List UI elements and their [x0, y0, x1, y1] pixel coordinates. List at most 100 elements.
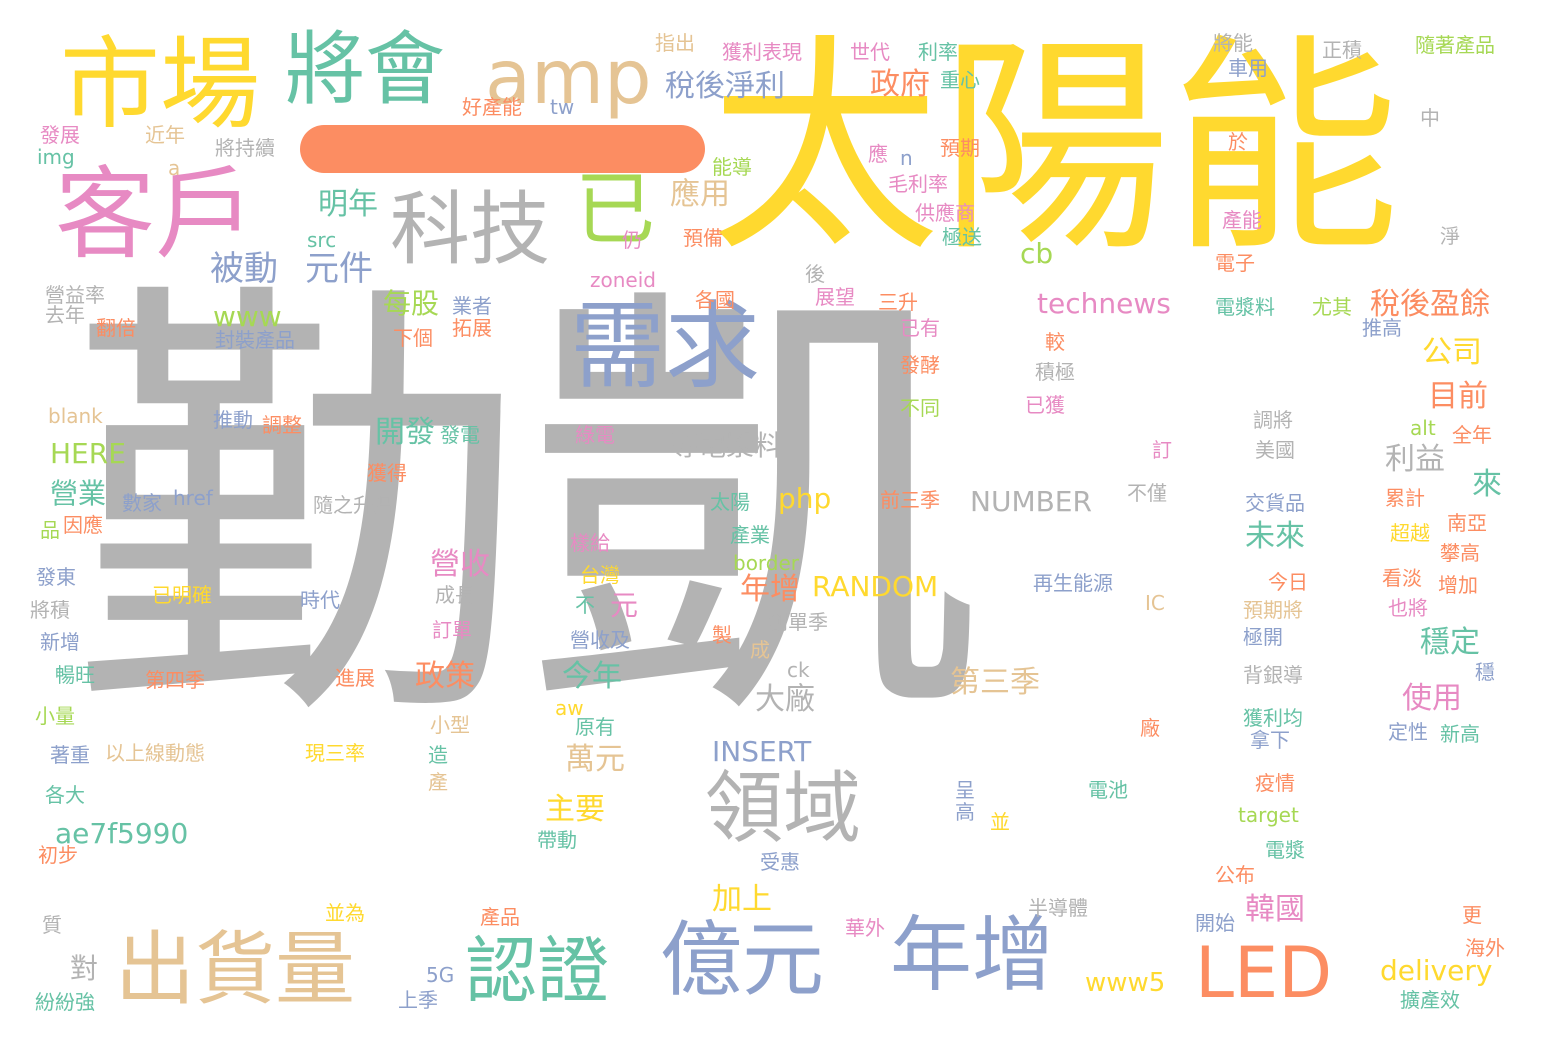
word-cloud-term: 導電漿料	[670, 429, 783, 462]
word-cloud-term: IC	[1145, 591, 1165, 615]
word-cloud-term: ck	[787, 658, 810, 682]
word-cloud-term: 太陽能	[710, 16, 1401, 283]
word-cloud-term: 公布	[1215, 863, 1255, 887]
highlight-bar	[300, 125, 705, 173]
word-cloud-term: 進展	[335, 666, 375, 690]
word-cloud-term: 已獲	[1025, 393, 1065, 417]
word-cloud-term: 華外	[845, 916, 885, 940]
word-cloud-term: 使用	[1402, 681, 1462, 716]
word-cloud-term: 尤其	[1312, 295, 1352, 319]
word-cloud-term: 對	[70, 952, 99, 985]
word-cloud-term: 並為	[325, 901, 365, 925]
word-cloud-term: 產業	[730, 523, 770, 547]
word-cloud-term: 因應	[63, 513, 103, 537]
word-cloud-term: 穩定	[1420, 625, 1480, 660]
word-cloud-term: 已	[575, 163, 655, 256]
word-cloud-term: 出貨量	[115, 923, 355, 1016]
word-cloud-term: zoneid	[590, 268, 656, 292]
word-cloud-term: 穩	[1475, 660, 1495, 684]
word-cloud-term: 隨著產品	[1415, 33, 1495, 57]
word-cloud-term: 目前	[1428, 379, 1488, 414]
word-cloud-term: delivery	[1380, 954, 1493, 987]
word-cloud-term: 後	[805, 262, 825, 286]
word-cloud-term: technews	[1037, 287, 1171, 320]
word-cloud-term: img	[37, 145, 75, 169]
word-cloud-term: 已明確	[152, 583, 212, 607]
word-cloud-term: 美國	[1255, 438, 1295, 462]
word-cloud-term: aw	[555, 696, 584, 720]
word-cloud-term: 品	[40, 518, 60, 542]
word-cloud-term: n	[900, 146, 913, 170]
word-cloud-term: 明年	[318, 187, 378, 222]
word-cloud-term: 毛利率	[888, 172, 948, 196]
word-cloud-term: 隨之升溫	[313, 493, 393, 517]
word-cloud-term: 封裝產品	[215, 328, 295, 352]
word-cloud-term: 再生能源	[1033, 571, 1113, 595]
word-cloud-term: 樣給	[570, 531, 610, 555]
word-cloud-term: target	[1238, 803, 1299, 827]
word-cloud-term: 將持續	[215, 136, 275, 160]
word-cloud-term: 億元	[660, 913, 825, 1008]
word-cloud-term: 政府	[870, 67, 930, 102]
word-cloud-term: 指出	[655, 31, 695, 55]
word-cloud-term: 帶動	[537, 828, 577, 852]
word-cloud-term: 韓國	[1245, 892, 1305, 927]
word-cloud-term: 營益率	[45, 283, 105, 307]
word-cloud-term: 年增	[740, 572, 800, 607]
word-cloud-term: 訂單	[432, 618, 472, 642]
word-cloud-term: 政策	[415, 659, 475, 694]
word-cloud-term: 開始	[1195, 911, 1235, 935]
word-cloud-term: 背銀導	[1243, 663, 1303, 687]
word-cloud-term: 公司	[1422, 335, 1482, 370]
word-cloud-term: 加上	[712, 882, 772, 917]
word-cloud-term: LED	[1195, 932, 1333, 1014]
word-cloud-term: 產品	[480, 905, 520, 929]
word-cloud-term: 發東	[36, 565, 76, 589]
word-cloud-term: 拿下	[1250, 728, 1290, 752]
word-cloud-term: 著重	[50, 743, 90, 767]
word-cloud-term: 翻倍	[96, 316, 136, 340]
word-cloud-term: 好產能	[462, 95, 522, 119]
word-cloud-term: 電漿	[1265, 838, 1305, 862]
word-cloud-term: 業者	[452, 294, 492, 318]
word-cloud-term: 不同	[900, 396, 940, 420]
word-cloud-term: 萬元	[565, 742, 625, 777]
word-cloud-term: 增加	[1438, 573, 1478, 597]
word-cloud-term: 發展	[40, 123, 80, 147]
word-cloud-term: src	[307, 228, 337, 252]
word-cloud-term: 將積	[30, 598, 70, 622]
word-cloud-term: 成長	[435, 583, 475, 607]
word-cloud-term: 認證	[465, 929, 610, 1013]
word-cloud-term: 拓展	[452, 316, 492, 340]
word-cloud-term: 以上線動態	[105, 741, 205, 765]
word-cloud-term: alt	[1410, 416, 1436, 440]
word-cloud-term: 全年	[1452, 423, 1492, 447]
word-cloud-term: 交貨品	[1245, 491, 1305, 515]
word-cloud-term: 近年	[145, 123, 185, 147]
word-cloud-term: 於	[1228, 130, 1248, 154]
word-cloud-term: 製	[712, 623, 732, 647]
word-cloud-term: 數家	[122, 491, 162, 515]
word-cloud-term: 積極	[1035, 360, 1075, 384]
word-cloud-term: 時代	[300, 588, 340, 612]
word-cloud-term: 預期將	[1243, 598, 1303, 622]
word-cloud-term: 小型	[430, 713, 470, 737]
word-cloud-term: 台灣	[580, 563, 620, 587]
word-cloud-term: 獲利表現	[722, 40, 802, 64]
word-cloud-term: 疫情	[1255, 771, 1295, 795]
word-cloud-term: 被動	[210, 249, 278, 289]
word-cloud-term: NUMBER	[970, 485, 1092, 518]
word-cloud-term: 上季	[398, 988, 438, 1012]
word-cloud-term: 下個	[393, 326, 433, 350]
word-cloud-term: 獲利均	[1243, 706, 1303, 730]
word-cloud-term: 極開	[1243, 625, 1283, 649]
word-cloud-term: 造	[428, 743, 448, 767]
word-cloud-term: 並	[990, 810, 1010, 834]
word-cloud-term: 元	[610, 589, 639, 622]
word-cloud-term: 世代	[850, 40, 890, 64]
word-cloud-term: 中	[1420, 106, 1440, 130]
word-cloud-term: 成	[750, 638, 770, 662]
word-cloud-term: HERE	[50, 437, 126, 470]
word-cloud-term: 受惠	[760, 850, 800, 874]
